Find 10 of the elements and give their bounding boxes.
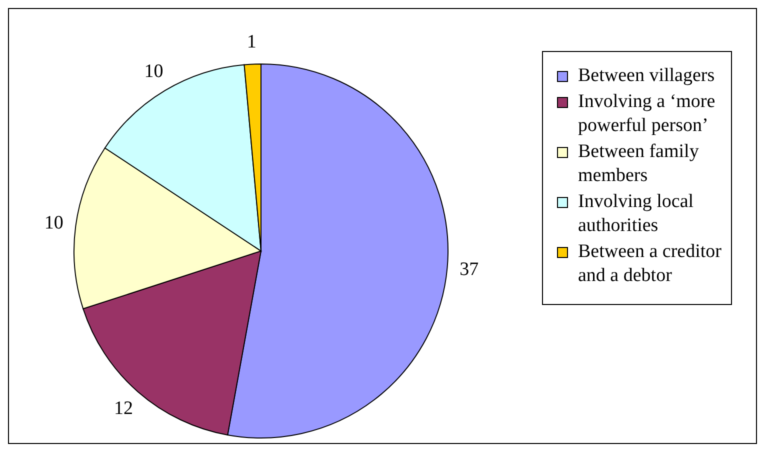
legend-label: Between villagers xyxy=(578,64,715,88)
legend-label: Involving a ‘more powerful person’ xyxy=(578,90,716,138)
data-label: 1 xyxy=(246,32,256,53)
data-label: 10 xyxy=(44,212,64,234)
data-label: 37 xyxy=(460,259,479,280)
legend-label: Involving local authorities xyxy=(578,190,695,238)
legend-label: Between a creditor and a debtor xyxy=(578,240,722,288)
legend-label: Between family members xyxy=(578,140,700,188)
data-label: 12 xyxy=(114,398,133,419)
data-label: 10 xyxy=(144,61,164,82)
